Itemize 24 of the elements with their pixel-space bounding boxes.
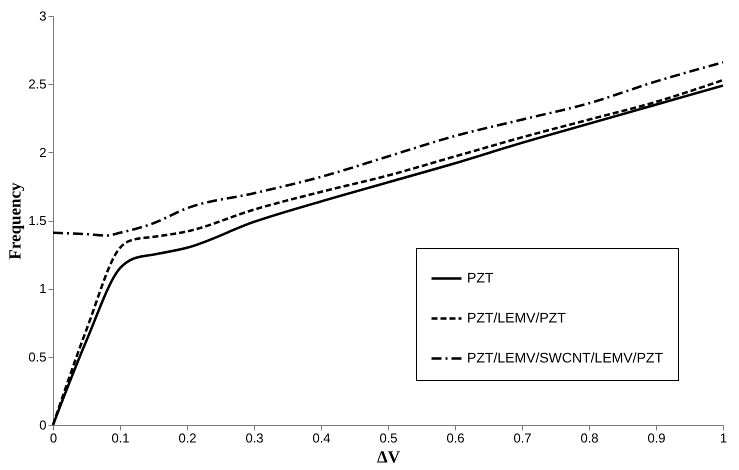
y-tick-label: 1 <box>39 281 46 296</box>
y-tick-label: 2 <box>39 144 46 160</box>
y-tick-label: 0.5 <box>28 349 46 364</box>
y-tick-label: 3 <box>39 8 46 24</box>
x-tick-label: 0.5 <box>379 430 398 446</box>
y-tick-label: 1.5 <box>28 213 46 228</box>
x-tick-label: 0.3 <box>245 430 264 446</box>
x-axis-title: ΔV <box>377 448 401 466</box>
legend-label: PZT/LEMV/SWCNT/LEMV/PZT <box>467 350 664 366</box>
x-tick-label: 0.8 <box>580 430 599 446</box>
x-tick-label: 0 <box>50 430 58 446</box>
x-tick-label: 0.2 <box>178 430 197 446</box>
y-tick-label: 2.5 <box>28 76 46 92</box>
y-tick-label: 0 <box>39 418 46 432</box>
line-series <box>52 61 724 237</box>
x-tick-label: 1 <box>720 430 728 446</box>
y-axis-title: Frequency <box>5 182 24 260</box>
legend-label: PZT/LEMV/PZT <box>467 310 566 326</box>
x-tick-label: 0.1 <box>111 430 130 446</box>
x-tick-label: 0.6 <box>446 430 465 446</box>
x-tick-label: 0.7 <box>513 430 532 446</box>
legend-label: PZT <box>467 270 494 286</box>
x-tick-label: 0.4 <box>312 430 331 446</box>
x-tick-label: 0.9 <box>647 430 666 446</box>
